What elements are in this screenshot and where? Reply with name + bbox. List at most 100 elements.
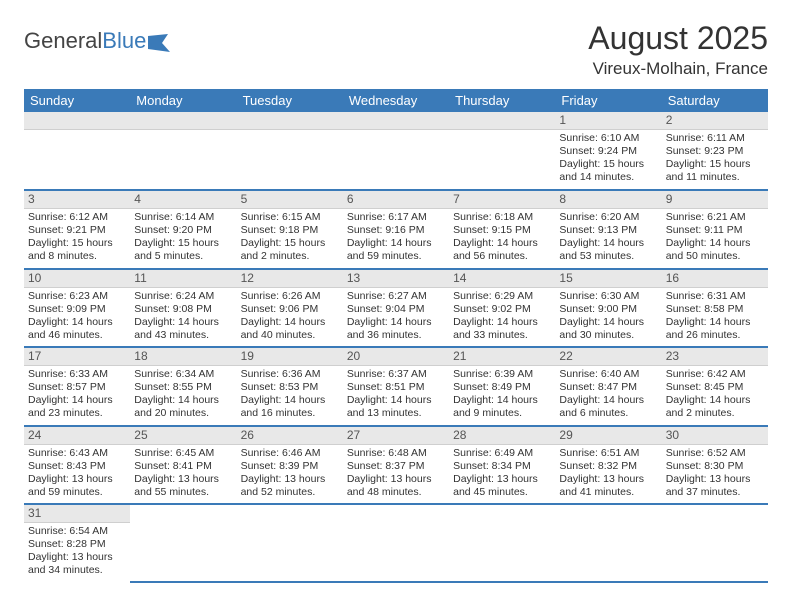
day-number: 14 <box>449 270 555 288</box>
day-number: 9 <box>662 191 768 209</box>
sunset-text: Sunset: 8:53 PM <box>241 381 339 394</box>
sunrise-text: Sunrise: 6:11 AM <box>666 132 764 145</box>
sunrise-text: Sunrise: 6:29 AM <box>453 290 551 303</box>
day-number: 18 <box>130 348 236 366</box>
daylight-text: Daylight: 15 hours and 11 minutes. <box>666 158 764 184</box>
day-number: 29 <box>555 427 661 445</box>
calendar-table: SundayMondayTuesdayWednesdayThursdayFrid… <box>24 89 768 583</box>
calendar-cell: 6Sunrise: 6:17 AMSunset: 9:16 PMDaylight… <box>343 190 449 269</box>
calendar-cell: 20Sunrise: 6:37 AMSunset: 8:51 PMDayligh… <box>343 347 449 426</box>
daylight-text: Daylight: 14 hours and 33 minutes. <box>453 316 551 342</box>
day-number: 20 <box>343 348 449 366</box>
daylight-text: Daylight: 14 hours and 36 minutes. <box>347 316 445 342</box>
calendar-cell: 16Sunrise: 6:31 AMSunset: 8:58 PMDayligh… <box>662 269 768 348</box>
daylight-text: Daylight: 15 hours and 8 minutes. <box>28 237 126 263</box>
calendar-cell: 12 Sunrise: 6:26 AMSunset: 9:06 PMDayligh… <box>237 269 343 348</box>
calendar-cell: 3 Sunrise: 6:12 AMSunset: 9:21 PMDaylight… <box>24 190 130 269</box>
sunrise-text: Sunrise: 6:37 AM <box>347 368 445 381</box>
sunset-text: Sunset: 9:08 PM <box>134 303 232 316</box>
calendar-cell: 9Sunrise: 6:21 AMSunset: 9:11 PMDaylight… <box>662 190 768 269</box>
day-number: 5 <box>237 191 343 209</box>
sunset-text: Sunset: 8:45 PM <box>666 381 764 394</box>
sunrise-text: Sunrise: 6:36 AM <box>241 368 339 381</box>
day-number: 7 <box>449 191 555 209</box>
sunset-text: Sunset: 8:43 PM <box>28 460 126 473</box>
daylight-text: Daylight: 14 hours and 56 minutes. <box>453 237 551 263</box>
day-number: 3 <box>24 191 130 209</box>
daylight-text: Daylight: 13 hours and 55 minutes. <box>134 473 232 499</box>
sunrise-text: Sunrise: 6:52 AM <box>666 447 764 460</box>
day-number: 30 <box>662 427 768 445</box>
calendar-cell: 15Sunrise: 6:30 AMSunset: 9:00 PMDayligh… <box>555 269 661 348</box>
sunset-text: Sunset: 9:11 PM <box>666 224 764 237</box>
day-number: 4 <box>130 191 236 209</box>
day-number: 12 <box>237 270 343 288</box>
daylight-text: Daylight: 14 hours and 13 minutes. <box>347 394 445 420</box>
calendar-cell <box>343 504 449 582</box>
sunset-text: Sunset: 8:57 PM <box>28 381 126 394</box>
sunrise-text: Sunrise: 6:42 AM <box>666 368 764 381</box>
sunset-text: Sunset: 8:32 PM <box>559 460 657 473</box>
daylight-text: Daylight: 13 hours and 37 minutes. <box>666 473 764 499</box>
sunset-text: Sunset: 9:13 PM <box>559 224 657 237</box>
page-title: August 2025 <box>588 20 768 57</box>
sunset-text: Sunset: 9:20 PM <box>134 224 232 237</box>
calendar-cell <box>237 504 343 582</box>
daylight-text: Daylight: 14 hours and 53 minutes. <box>559 237 657 263</box>
day-number: 31 <box>24 505 130 523</box>
calendar-cell: 28Sunrise: 6:49 AMSunset: 8:34 PMDayligh… <box>449 426 555 505</box>
daylight-text: Daylight: 14 hours and 46 minutes. <box>28 316 126 342</box>
sunset-text: Sunset: 9:09 PM <box>28 303 126 316</box>
day-number: 26 <box>237 427 343 445</box>
daylight-text: Daylight: 14 hours and 6 minutes. <box>559 394 657 420</box>
day-number: 15 <box>555 270 661 288</box>
sunset-text: Sunset: 8:49 PM <box>453 381 551 394</box>
sunrise-text: Sunrise: 6:20 AM <box>559 211 657 224</box>
day-number: 17 <box>24 348 130 366</box>
calendar-cell: 18Sunrise: 6:34 AMSunset: 8:55 PMDayligh… <box>130 347 236 426</box>
sunrise-text: Sunrise: 6:12 AM <box>28 211 126 224</box>
day-number: 21 <box>449 348 555 366</box>
location-label: Vireux-Molhain, France <box>588 59 768 79</box>
daylight-text: Daylight: 14 hours and 40 minutes. <box>241 316 339 342</box>
calendar-cell: 13Sunrise: 6:27 AMSunset: 9:04 PMDayligh… <box>343 269 449 348</box>
daylight-text: Daylight: 14 hours and 50 minutes. <box>666 237 764 263</box>
calendar-cell: 30Sunrise: 6:52 AMSunset: 8:30 PMDayligh… <box>662 426 768 505</box>
sunrise-text: Sunrise: 6:15 AM <box>241 211 339 224</box>
calendar-cell: 5Sunrise: 6:15 AMSunset: 9:18 PMDaylight… <box>237 190 343 269</box>
day-number: 16 <box>662 270 768 288</box>
logo-text-2: Blue <box>102 28 146 54</box>
calendar-cell <box>343 112 449 190</box>
sunset-text: Sunset: 8:39 PM <box>241 460 339 473</box>
sunrise-text: Sunrise: 6:31 AM <box>666 290 764 303</box>
sunrise-text: Sunrise: 6:14 AM <box>134 211 232 224</box>
daylight-text: Daylight: 13 hours and 41 minutes. <box>559 473 657 499</box>
calendar-cell: 4 Sunrise: 6:14 AMSunset: 9:20 PMDaylight… <box>130 190 236 269</box>
daylight-text: Daylight: 14 hours and 9 minutes. <box>453 394 551 420</box>
day-number: 10 <box>24 270 130 288</box>
calendar-cell <box>24 112 130 190</box>
calendar-cell: 27Sunrise: 6:48 AMSunset: 8:37 PMDayligh… <box>343 426 449 505</box>
calendar-cell: 24Sunrise: 6:43 AMSunset: 8:43 PMDayligh… <box>24 426 130 505</box>
calendar-cell <box>449 112 555 190</box>
calendar-cell: 11Sunrise: 6:24 AMSunset: 9:08 PMDayligh… <box>130 269 236 348</box>
daylight-text: Daylight: 15 hours and 5 minutes. <box>134 237 232 263</box>
sunrise-text: Sunrise: 6:23 AM <box>28 290 126 303</box>
weekday-header: Tuesday <box>237 89 343 112</box>
day-number: 19 <box>237 348 343 366</box>
sunset-text: Sunset: 9:23 PM <box>666 145 764 158</box>
sunrise-text: Sunrise: 6:43 AM <box>28 447 126 460</box>
day-number: 1 <box>555 112 661 130</box>
daylight-text: Daylight: 13 hours and 45 minutes. <box>453 473 551 499</box>
daylight-text: Daylight: 15 hours and 14 minutes. <box>559 158 657 184</box>
calendar-cell: 29Sunrise: 6:51 AMSunset: 8:32 PMDayligh… <box>555 426 661 505</box>
day-number: 22 <box>555 348 661 366</box>
sunset-text: Sunset: 9:06 PM <box>241 303 339 316</box>
sunrise-text: Sunrise: 6:30 AM <box>559 290 657 303</box>
day-number: 13 <box>343 270 449 288</box>
sunset-text: Sunset: 9:15 PM <box>453 224 551 237</box>
sunrise-text: Sunrise: 6:26 AM <box>241 290 339 303</box>
flag-icon <box>148 32 174 50</box>
sunset-text: Sunset: 9:21 PM <box>28 224 126 237</box>
daylight-text: Daylight: 13 hours and 52 minutes. <box>241 473 339 499</box>
